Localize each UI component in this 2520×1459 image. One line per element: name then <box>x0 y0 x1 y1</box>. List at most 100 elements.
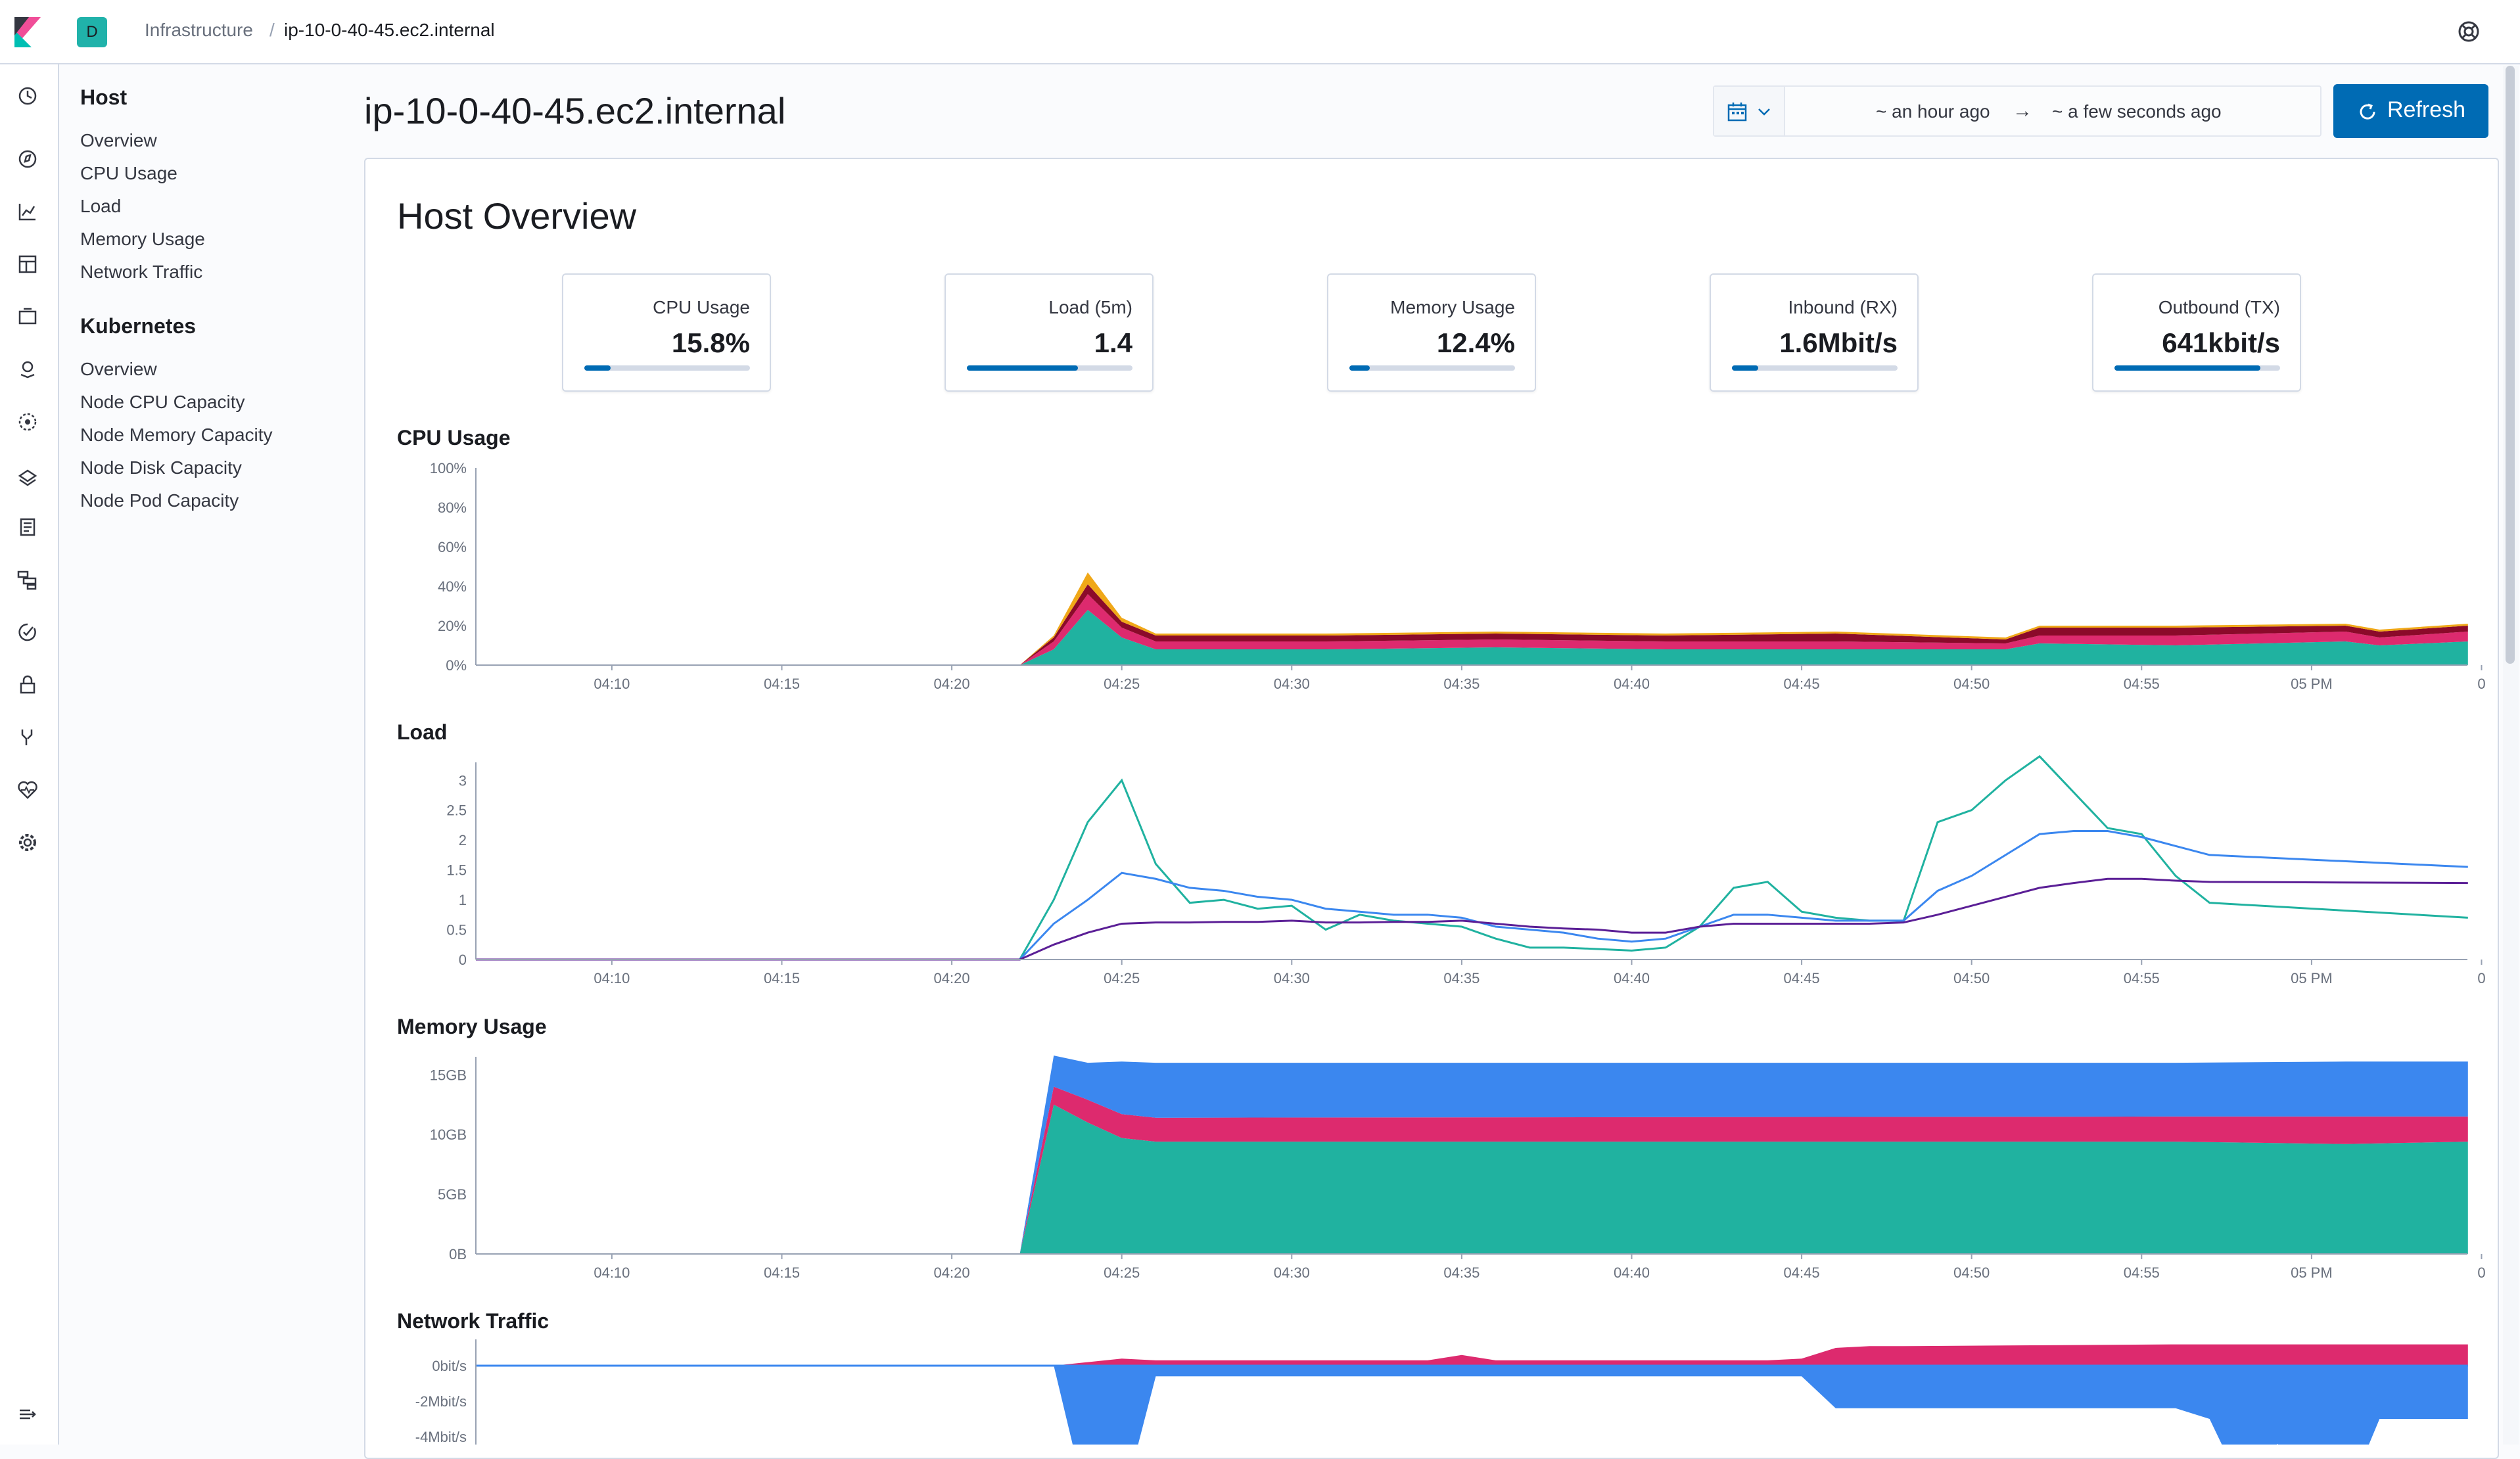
help-icon[interactable] <box>2457 20 2481 43</box>
x-tick-label: 04:10 <box>594 970 630 986</box>
x-tick-label: 0 <box>2477 676 2485 691</box>
network-traffic-chart[interactable]: 0bit/s -2Mbit/s -4Mbit/s <box>364 1339 2499 1445</box>
metric-card-outbound: Outbound (TX) 641kbit/s <box>2092 273 2301 392</box>
x-tick-label: 04:30 <box>1274 1264 1310 1280</box>
y-tick-label: 0% <box>446 657 467 674</box>
visualize-icon[interactable] <box>16 200 39 223</box>
metric-value: 1.6Mbit/s <box>1779 327 1898 358</box>
sidenav-item-host-overview[interactable]: Overview <box>80 130 157 151</box>
x-tick-label: 04:55 <box>2124 676 2160 691</box>
recent-icon[interactable] <box>16 84 39 108</box>
breadcrumb-infrastructure[interactable]: Infrastructure <box>145 20 253 40</box>
logs-icon[interactable] <box>16 515 39 539</box>
x-tick-label: 04:45 <box>1784 1264 1820 1280</box>
monitoring-icon[interactable] <box>16 778 39 802</box>
x-tick-label: 05 PM <box>2291 970 2333 986</box>
y-tick-label: 10GB <box>430 1126 467 1143</box>
scrollbar[interactable] <box>2503 66 2519 1445</box>
sidenav-item-memory-usage[interactable]: Memory Usage <box>80 229 205 249</box>
memory-usage-chart[interactable]: 15GB 10GB 5GB 0B 04:10 04:15 04:20 04:25 04:30 04… <box>364 1045 2499 1280</box>
apm-icon[interactable] <box>16 568 39 591</box>
series-area-teal <box>476 610 2468 665</box>
date-picker: ~ an hour ago → ~ a few seconds ago <box>1713 85 2322 137</box>
series-area-blue <box>476 1055 2468 1254</box>
series-area-teal <box>476 1104 2468 1254</box>
discover-icon[interactable] <box>16 147 39 171</box>
sidenav-item-network-traffic[interactable]: Network Traffic <box>80 262 203 282</box>
x-tick-label: 04:50 <box>1953 1264 1990 1280</box>
x-tick-label: 04:15 <box>764 676 800 691</box>
y-tick-label: 1.5 <box>446 862 467 879</box>
load-chart[interactable]: 3 2.5 2 1.5 1 0.5 0 04:10 04:15 04:20 04:25 04:30 04… <box>364 751 2499 986</box>
x-tick-label: 04:55 <box>2124 970 2160 986</box>
x-tick-label: 04:20 <box>934 970 970 986</box>
collapse-nav-icon[interactable] <box>16 1402 39 1426</box>
metric-label: Inbound (RX) <box>1788 297 1898 317</box>
metric-card-cpu: CPU Usage 15.8% <box>562 273 771 392</box>
sidenav-item-node-memory-capacity[interactable]: Node Memory Capacity <box>80 425 273 445</box>
y-tick-label: 20% <box>438 618 467 634</box>
x-tick-label: 0 <box>2477 1264 2485 1280</box>
sidenav-item-cpu-usage[interactable]: CPU Usage <box>80 163 177 183</box>
y-tick-label: 80% <box>438 499 467 516</box>
y-tick-label: 0 <box>459 952 467 968</box>
sidenav-item-node-pod-capacity[interactable]: Node Pod Capacity <box>80 490 239 511</box>
maps-icon[interactable] <box>16 358 39 381</box>
y-tick-label: 0.5 <box>446 922 467 938</box>
sidenav-item-load[interactable]: Load <box>80 196 122 216</box>
sidenav-item-node-cpu-capacity[interactable]: Node CPU Capacity <box>80 392 245 412</box>
metric-progress-fill <box>2114 365 2260 371</box>
metric-card-load: Load (5m) 1.4 <box>945 273 1154 392</box>
date-end[interactable]: ~ a few seconds ago <box>2052 101 2222 122</box>
y-tick-label: 0bit/s <box>432 1358 467 1374</box>
x-tick-label: 04:50 <box>1953 970 1990 986</box>
y-tick-label: -2Mbit/s <box>415 1393 467 1410</box>
dashboard-icon[interactable] <box>16 252 39 276</box>
date-start[interactable]: ~ an hour ago <box>1876 101 1990 122</box>
y-tick-label: 15GB <box>430 1067 467 1083</box>
metric-label: CPU Usage <box>653 297 750 317</box>
y-tick-label: 1 <box>459 892 467 908</box>
y-tick-label: 2 <box>459 832 467 848</box>
scrollbar-thumb[interactable] <box>2506 66 2515 664</box>
breadcrumb-current: ip-10-0-40-45.ec2.internal <box>284 20 495 40</box>
y-tick-label: 5GB <box>438 1186 467 1203</box>
metric-label: Outbound (TX) <box>2158 297 2280 317</box>
panel-title: Host Overview <box>397 195 637 237</box>
x-tick-label: 04:40 <box>1614 1264 1650 1280</box>
sidenav-item-k8s-overview[interactable]: Overview <box>80 359 157 379</box>
cpu-usage-chart[interactable]: 100% 80% 60% 40% 20% 0% 04:10 04:15 04:20 04:25 04… <box>364 456 2499 691</box>
metric-value: 12.4% <box>1436 327 1515 358</box>
x-tick-label: 04:20 <box>934 676 970 691</box>
app-nav <box>0 64 59 1445</box>
kibana-logo-icon[interactable] <box>14 17 41 47</box>
quick-select-button[interactable] <box>1714 87 1785 135</box>
metric-progress-track <box>967 365 1132 371</box>
x-tick-label: 04:40 <box>1614 970 1650 986</box>
sidenav-heading-host: Host <box>80 85 128 109</box>
dev-tools-icon[interactable] <box>16 726 39 749</box>
x-tick-label: 04:30 <box>1274 970 1310 986</box>
canvas-icon[interactable] <box>16 305 39 329</box>
x-tick-label: 04:35 <box>1443 970 1480 986</box>
infrastructure-icon[interactable] <box>16 463 39 486</box>
memory-chart-title: Memory Usage <box>397 1015 547 1038</box>
y-tick-label: 60% <box>438 539 467 555</box>
metric-value: 15.8% <box>671 327 750 358</box>
management-icon[interactable] <box>16 831 39 854</box>
sidenav-item-node-disk-capacity[interactable]: Node Disk Capacity <box>80 457 242 478</box>
x-tick-label: 04:45 <box>1784 676 1820 691</box>
metric-value: 641kbit/s <box>2162 327 2280 358</box>
ml-icon[interactable] <box>16 410 39 434</box>
refresh-button[interactable]: Refresh <box>2333 84 2488 138</box>
x-tick-label: 05 PM <box>2291 1264 2333 1280</box>
x-tick-label: 04:40 <box>1614 676 1650 691</box>
siem-icon[interactable] <box>16 673 39 697</box>
space-avatar[interactable]: D <box>77 17 107 47</box>
series-area-pink <box>476 1344 2468 1366</box>
sidenav-heading-kubernetes: Kubernetes <box>80 314 197 338</box>
x-tick-label: 04:10 <box>594 676 630 691</box>
y-tick-label: -4Mbit/s <box>415 1429 467 1445</box>
uptime-icon[interactable] <box>16 620 39 644</box>
calendar-icon <box>1727 103 1747 122</box>
